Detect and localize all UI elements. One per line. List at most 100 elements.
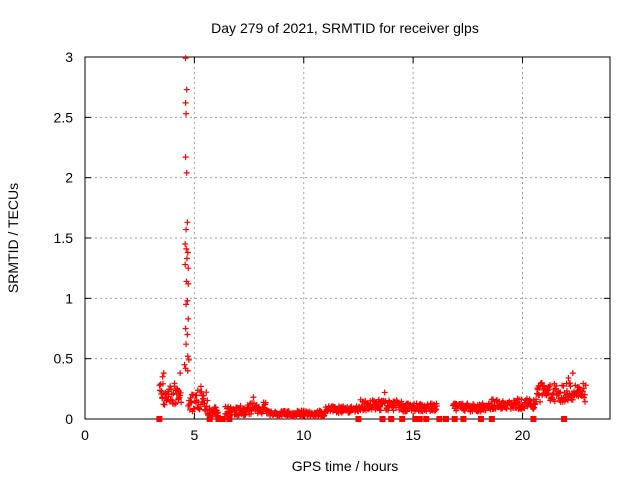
data-point [182, 261, 189, 268]
data-point [518, 396, 525, 403]
data-point [185, 265, 192, 272]
data-point [184, 353, 191, 360]
data-point [159, 373, 166, 380]
data-point [560, 383, 567, 390]
data-point [182, 325, 189, 332]
zero-point [355, 416, 362, 422]
data-point [375, 396, 382, 403]
data-point [184, 331, 191, 338]
y-tick-label: 1.5 [54, 230, 74, 246]
zero-point [388, 416, 395, 422]
data-point [197, 383, 204, 390]
data-point [172, 399, 179, 406]
data-point [197, 401, 204, 408]
data-point [377, 407, 384, 414]
data-point [200, 392, 207, 399]
data-point [242, 411, 249, 418]
zero-point [416, 416, 423, 422]
data-point [183, 226, 190, 233]
data-point [193, 392, 200, 399]
data-points [156, 55, 589, 422]
zero-point [156, 416, 163, 422]
data-point [432, 407, 439, 414]
y-axis-ticks: 0 0.5 1 1.5 2 2.5 3 [54, 49, 610, 427]
data-point [551, 398, 558, 405]
data-point [182, 154, 189, 161]
data-point [182, 99, 189, 106]
zero-point [219, 416, 226, 422]
data-point [160, 370, 167, 377]
data-point [183, 169, 190, 176]
zero-point [423, 416, 430, 422]
data-point [185, 280, 192, 287]
data-point [563, 388, 570, 395]
x-tick-label: 20 [515, 427, 531, 443]
data-point [204, 397, 211, 404]
data-point [262, 399, 269, 406]
zero-point [412, 416, 419, 422]
data-point [170, 390, 177, 397]
data-point [156, 382, 163, 389]
data-point [185, 356, 192, 363]
x-tick-label: 15 [405, 427, 421, 443]
data-point [163, 397, 170, 404]
data-point [338, 409, 345, 416]
data-point [541, 382, 548, 389]
zero-point [488, 416, 495, 422]
data-point [181, 361, 188, 368]
zero-point [530, 416, 537, 422]
data-point [177, 389, 184, 396]
data-point [183, 301, 190, 308]
data-point [489, 396, 496, 403]
data-point [545, 390, 552, 397]
data-point [579, 388, 586, 395]
data-point [184, 219, 191, 226]
data-point [530, 406, 537, 413]
data-point [175, 395, 182, 402]
data-point [182, 55, 189, 62]
y-tick-label: 2 [65, 170, 73, 186]
data-point [184, 297, 191, 304]
y-tick-label: 0 [65, 411, 73, 427]
data-point [168, 386, 175, 393]
data-point [183, 86, 190, 93]
data-point [177, 370, 184, 377]
data-point [569, 396, 576, 403]
data-point [259, 408, 266, 415]
zero-point [477, 416, 484, 422]
zero-point [206, 416, 213, 422]
x-axis-ticks: 0 5 10 15 20 [81, 57, 530, 443]
y-tick-label: 0.5 [54, 351, 74, 367]
data-point [565, 374, 572, 381]
data-point [159, 380, 166, 387]
data-point [433, 406, 440, 413]
zero-point [379, 416, 386, 422]
data-point [582, 382, 589, 389]
zero-point [215, 416, 222, 422]
data-point [183, 245, 190, 252]
data-point [196, 406, 203, 413]
zero-point [399, 416, 406, 422]
y-axis-label: SRMTID / TECUs [5, 183, 21, 293]
data-point [184, 367, 191, 374]
data-point [187, 395, 194, 402]
data-point [185, 315, 192, 322]
data-point [172, 401, 179, 408]
data-point [433, 402, 440, 409]
x-axis-label: GPS time / hours [292, 458, 399, 474]
data-point [453, 407, 460, 414]
zero-point [226, 416, 233, 422]
data-point [178, 399, 185, 406]
data-point [461, 407, 468, 414]
data-point [569, 370, 576, 377]
data-point [183, 110, 190, 117]
zero-point [436, 416, 443, 422]
data-point [381, 389, 388, 396]
x-tick-label: 5 [190, 427, 198, 443]
y-tick-label: 2.5 [54, 109, 74, 125]
data-point [531, 404, 538, 411]
chart-title: Day 279 of 2021, SRMTID for receiver glp… [211, 20, 479, 36]
zero-point [561, 416, 568, 422]
data-point [202, 406, 209, 413]
